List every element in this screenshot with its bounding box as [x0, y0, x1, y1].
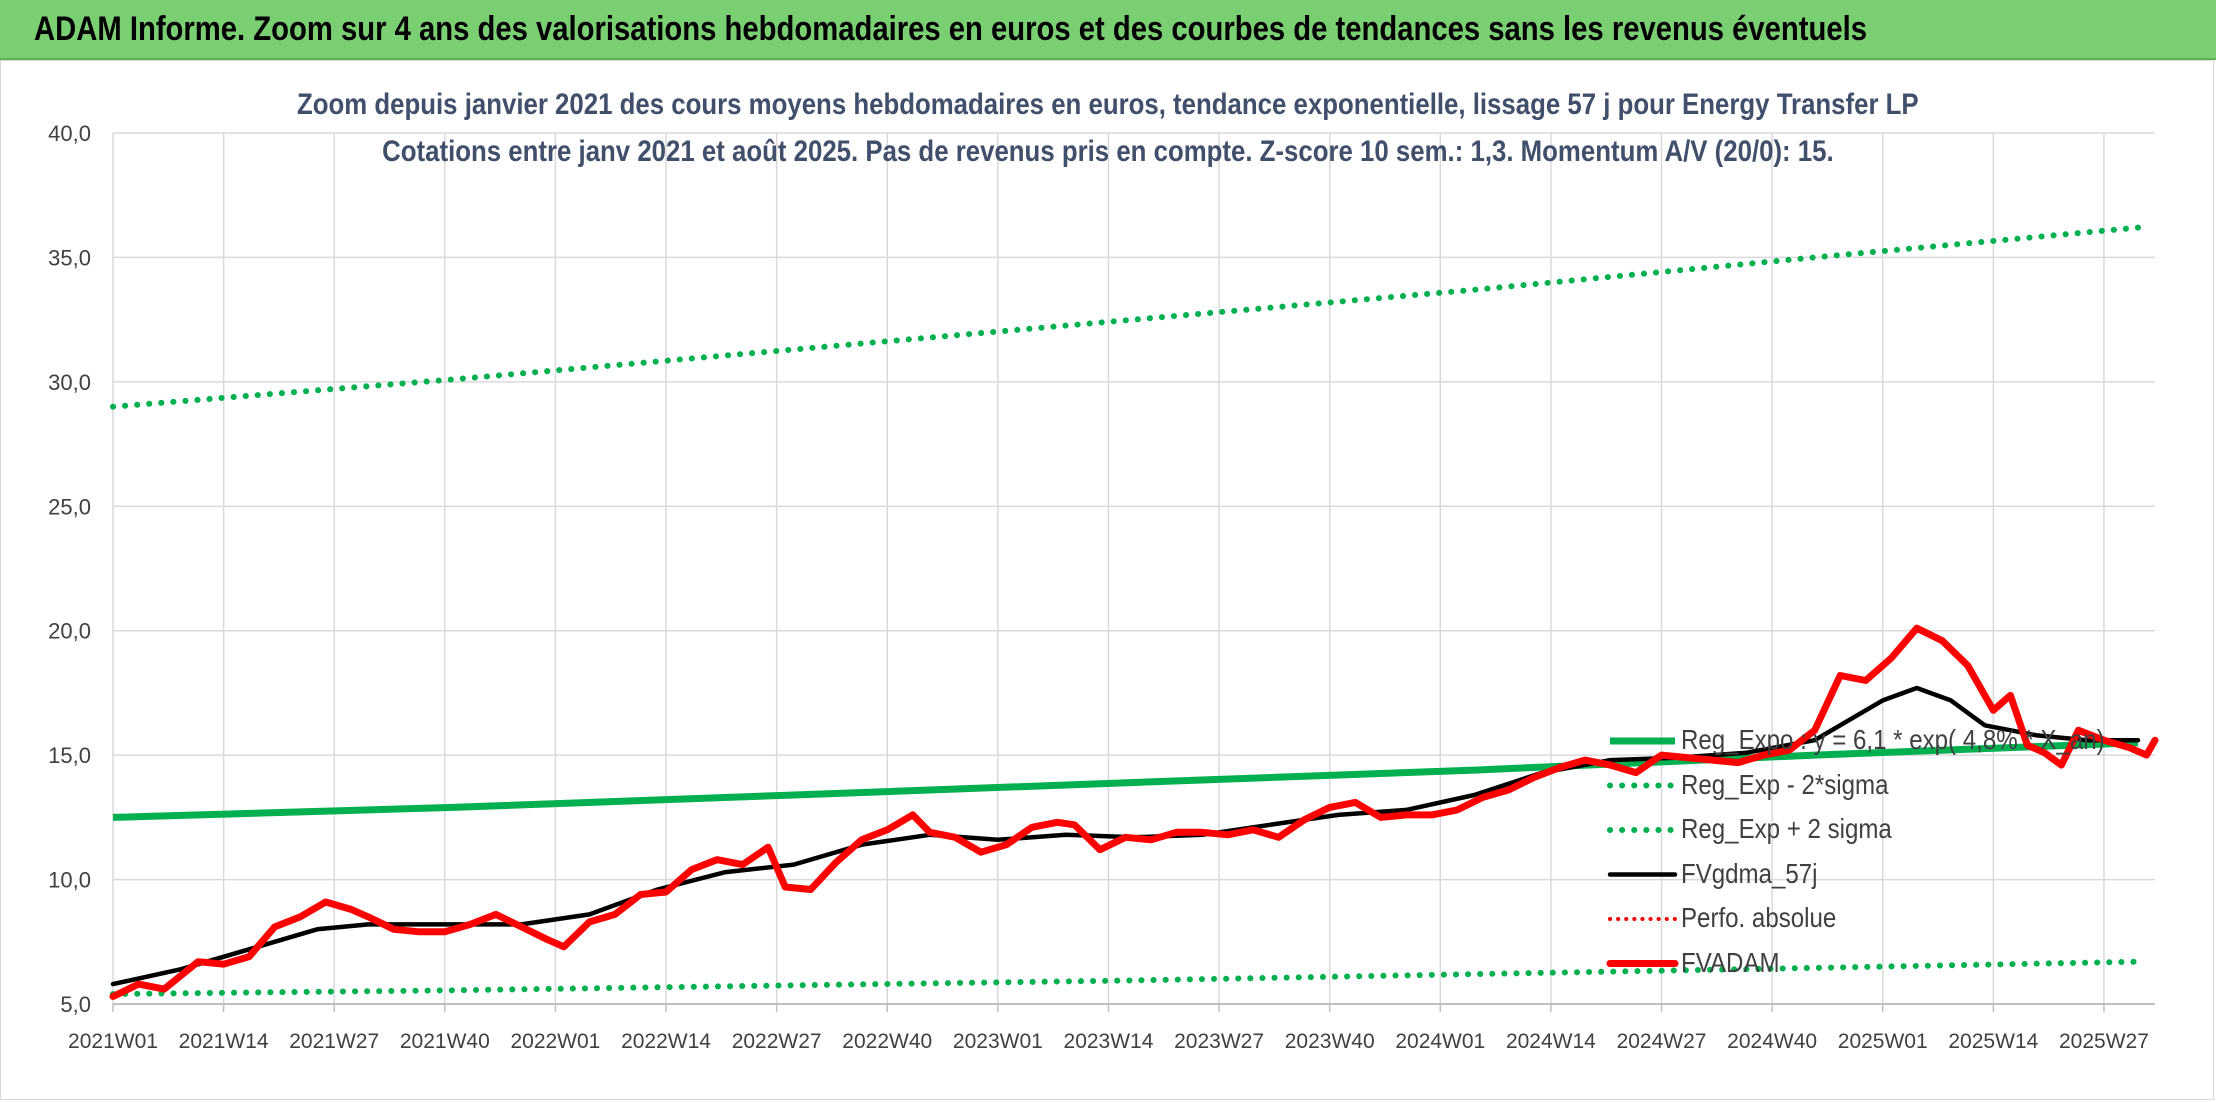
x-tick-label: 2024W01: [1395, 1030, 1485, 1053]
reg-exp-minus-2sigma-line: [110, 958, 2141, 997]
chart-title-line-2-text: Cotations entre janv 2021 et août 2025. …: [382, 135, 1834, 168]
x-tick-label: 2021W01: [68, 1030, 158, 1053]
y-tick-label: 35,0: [48, 245, 91, 270]
y-tick-label: 20,0: [48, 619, 91, 644]
legend-label: Reg_Exp - 2*sigma: [1681, 768, 1889, 800]
x-tick-label: 2023W40: [1285, 1030, 1375, 1053]
x-tick-label: 2025W14: [1948, 1030, 2038, 1053]
x-tick-label: 2023W27: [1174, 1030, 1264, 1053]
x-tick-label: 2022W27: [732, 1030, 822, 1053]
x-tick-label: 2024W27: [1617, 1030, 1707, 1053]
legend-label: Perfo. absolue: [1681, 902, 1837, 933]
x-tick-label: 2023W01: [953, 1030, 1043, 1053]
fvadam-line: [109, 624, 2159, 1000]
x-tick-label: 2021W27: [289, 1030, 379, 1053]
reg-expo-line: [112, 739, 2139, 821]
reg-exp-plus-2sigma-line: [110, 224, 2141, 410]
chart-title-line-2: Cotations entre janv 2021 et août 2025. …: [0, 135, 2216, 169]
y-tick-label: 40,0: [48, 121, 91, 146]
x-tick-label: 2025W27: [2059, 1030, 2149, 1053]
x-tick-label: 2023W14: [1064, 1030, 1154, 1053]
x-tick-label: 2022W40: [842, 1030, 932, 1053]
x-tick-label: 2025W01: [1838, 1030, 1928, 1053]
legend-label: Reg_Exp + 2 sigma: [1681, 813, 1892, 844]
legend-label: FVgdma_57j: [1681, 857, 1818, 889]
report-title: ADAM Informe. Zoom sur 4 ans des valoris…: [34, 10, 1867, 48]
report-banner: ADAM Informe. Zoom sur 4 ans des valoris…: [0, 0, 2216, 60]
legend-label: Reg_Expo : y = 6,1 * exp( 4,8% * X_an): [1681, 724, 2105, 755]
chart-title-line-1-text: Zoom depuis janvier 2021 des cours moyen…: [297, 88, 1919, 121]
x-tick-label: 2022W01: [510, 1030, 600, 1053]
x-tick-label: 2024W40: [1727, 1030, 1817, 1053]
x-tick-label: 2021W40: [400, 1030, 490, 1053]
y-tick-label: 25,0: [48, 494, 91, 519]
x-tick-label: 2021W14: [179, 1030, 269, 1053]
chart-frame: [0, 60, 2214, 1100]
y-tick-label: 15,0: [48, 743, 91, 768]
chart-title-line-1: Zoom depuis janvier 2021 des cours moyen…: [0, 88, 2216, 122]
y-tick-label: 10,0: [48, 868, 91, 893]
x-tick-label: 2024W14: [1506, 1030, 1596, 1053]
y-tick-label: 30,0: [48, 370, 91, 395]
y-tick-label: 5,0: [60, 992, 91, 1017]
x-tick-label: 2022W14: [621, 1030, 711, 1053]
legend-label: FVADAM: [1681, 946, 1780, 978]
